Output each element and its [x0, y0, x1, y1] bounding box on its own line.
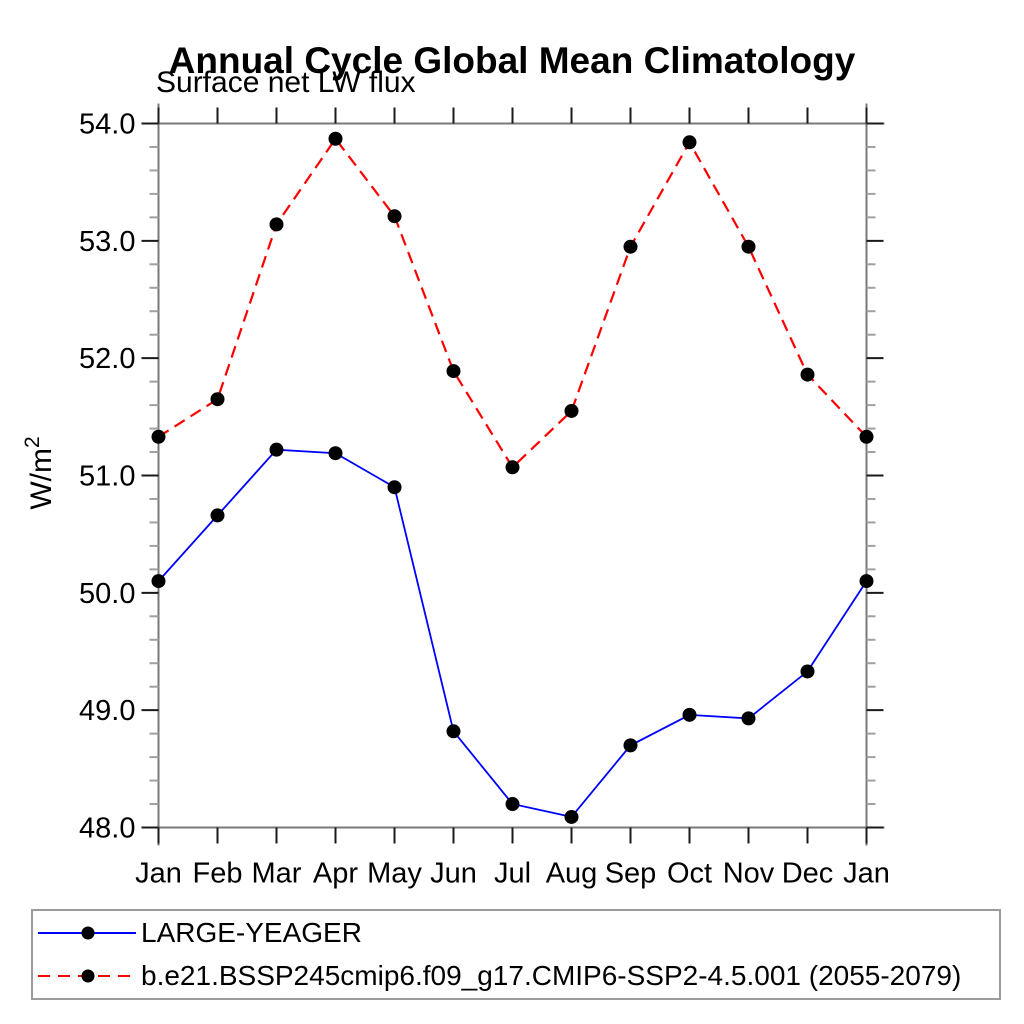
x-tick-label: Mar [252, 858, 302, 890]
data-point-marker [564, 403, 579, 418]
data-point-marker [328, 446, 343, 461]
y-tick-label: 52.0 [79, 343, 135, 375]
data-point-marker [859, 429, 874, 444]
y-tick-label: 51.0 [79, 461, 135, 493]
data-point-marker [682, 135, 697, 150]
series-line-0 [157, 448, 868, 818]
x-tick-label: Aug [546, 858, 598, 890]
data-point-marker [210, 508, 225, 523]
chart-legend: LARGE-YEAGER b.e21.BSSP245cmip6.f09_g17.C… [31, 909, 1001, 1000]
data-point-marker [623, 239, 638, 254]
legend-label: LARGE-YEAGER [141, 917, 362, 948]
data-point-marker [800, 367, 815, 382]
x-tick-label: Jul [494, 858, 531, 890]
data-point-marker [446, 364, 461, 379]
y-axis-title: W/m2 [21, 436, 58, 509]
data-point-marker [800, 664, 815, 679]
y-tick-label: 48.0 [79, 813, 135, 845]
data-point-marker [210, 392, 225, 407]
data-point-marker [505, 460, 520, 475]
legend-item: b.e21.BSSP245cmip6.f09_g17.CMIP6-SSP2-4.… [33, 955, 999, 998]
x-tick-label: Oct [667, 858, 712, 890]
data-point-marker [446, 724, 461, 739]
x-tick-label: Jan [843, 858, 890, 890]
x-tick-label: Jan [135, 858, 182, 890]
chart-subtitle: Surface net LW flux [156, 66, 416, 99]
data-point-marker [741, 711, 756, 726]
legend-marker-icon [81, 926, 95, 940]
x-tick-label: May [367, 858, 422, 890]
series-line-1 [157, 136, 868, 470]
x-tick-label: Feb [193, 858, 243, 890]
data-point-marker [682, 707, 697, 722]
data-point-marker [328, 131, 343, 146]
legend-line-sample [38, 969, 136, 983]
x-tick-label: Apr [313, 858, 358, 890]
data-point-marker [269, 217, 284, 232]
data-point-marker [741, 239, 756, 254]
x-tick-label: Sep [605, 858, 657, 890]
legend-item: LARGE-YEAGER [33, 912, 999, 955]
y-tick-label: 50.0 [79, 578, 135, 610]
y-tick-label: 54.0 [79, 109, 135, 141]
data-point-marker [387, 209, 402, 224]
y-tick-label: 49.0 [79, 695, 135, 727]
x-tick-label: Jun [430, 858, 477, 890]
data-point-marker [151, 429, 166, 444]
data-point-marker [269, 442, 284, 457]
data-point-marker [623, 738, 638, 753]
chart-title: Annual Cycle Global Mean Climatology [168, 40, 856, 81]
data-point-marker [505, 797, 520, 812]
data-point-marker [859, 574, 874, 589]
x-tick-label: Nov [723, 858, 775, 890]
legend-label: b.e21.BSSP245cmip6.f09_g17.CMIP6-SSP2-4.… [141, 960, 962, 991]
legend-line-sample [38, 926, 136, 940]
data-point-marker [564, 809, 579, 824]
y-tick-label: 53.0 [79, 226, 135, 258]
legend-marker-icon [81, 969, 95, 983]
x-tick-label: Dec [782, 858, 834, 890]
data-point-marker [151, 574, 166, 589]
data-point-marker [387, 480, 402, 495]
